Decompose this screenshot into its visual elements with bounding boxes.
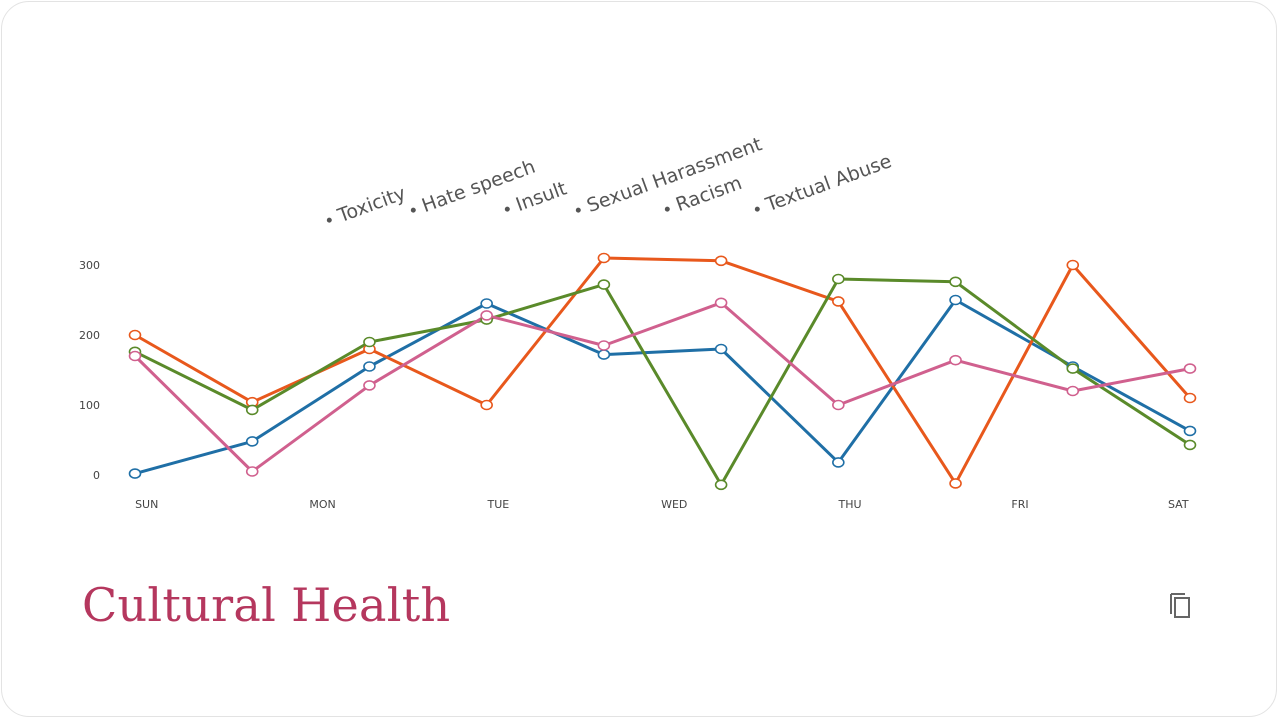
series-line-0 [133, 298, 1192, 476]
data-point[interactable] [714, 479, 728, 491]
x-axis: SUN MON TUE WED THU FRI SAT [135, 498, 1189, 511]
data-point[interactable] [1183, 392, 1197, 404]
copy-icon [1170, 593, 1190, 618]
data-point[interactable] [128, 350, 142, 362]
data-point[interactable] [363, 336, 376, 348]
copy-button[interactable] [1164, 588, 1198, 622]
x-tick-label: THU [838, 498, 862, 511]
data-point[interactable] [1183, 439, 1197, 451]
data-point[interactable] [480, 399, 493, 411]
data-point[interactable] [1183, 363, 1197, 374]
data-point[interactable] [1066, 259, 1080, 271]
data-point[interactable] [245, 404, 259, 416]
x-tick-label: SAT [1168, 498, 1189, 511]
data-point[interactable] [597, 252, 611, 264]
series-line-3 [133, 301, 1192, 473]
y-axis: 0 100 200 300 [79, 259, 100, 482]
data-point[interactable] [363, 380, 376, 391]
data-point[interactable] [480, 298, 493, 309]
data-point[interactable] [245, 436, 259, 447]
legend-label: Toxicity [334, 182, 409, 227]
legend-item[interactable]: Toxicity [323, 182, 409, 231]
data-point[interactable] [832, 399, 845, 411]
y-tick-label: 0 [93, 469, 100, 482]
data-point[interactable] [832, 457, 845, 468]
data-point[interactable] [1066, 363, 1080, 374]
x-tick-label: SUN [135, 498, 158, 511]
data-point[interactable] [714, 297, 728, 309]
data-point[interactable] [480, 310, 493, 321]
data-point[interactable] [832, 296, 845, 307]
x-tick-label: MON [309, 498, 335, 511]
legend-bullet [326, 217, 332, 223]
data-point[interactable] [597, 349, 611, 360]
legend-item[interactable]: Textual Abuse [751, 150, 895, 220]
data-point[interactable] [1066, 385, 1080, 397]
series-points [128, 252, 1197, 491]
x-tick-label: WED [661, 498, 687, 511]
legend-bullet [575, 207, 581, 213]
legend-bullet [504, 206, 510, 212]
series-lines [133, 256, 1192, 487]
y-tick-label: 300 [79, 259, 100, 272]
data-point[interactable] [597, 279, 611, 290]
legend-bullet [410, 207, 416, 213]
data-point[interactable] [949, 294, 962, 306]
data-point[interactable] [128, 468, 142, 479]
y-tick-label: 200 [79, 329, 100, 342]
card-title: Cultural Health [82, 578, 451, 632]
data-point[interactable] [597, 340, 611, 351]
data-point[interactable] [714, 343, 728, 355]
legend-label: Textual Abuse [762, 150, 895, 216]
data-point[interactable] [714, 255, 728, 267]
data-point[interactable] [949, 354, 962, 366]
legend-bullet [754, 206, 760, 212]
data-point[interactable] [1183, 425, 1197, 437]
data-point[interactable] [128, 329, 142, 341]
data-point[interactable] [949, 478, 962, 489]
data-point[interactable] [245, 466, 259, 477]
series-line-1 [133, 256, 1192, 485]
x-tick-label: FRI [1011, 498, 1028, 511]
data-point[interactable] [363, 361, 376, 372]
data-point[interactable] [832, 273, 845, 285]
series-line-2 [133, 277, 1192, 487]
legend-label: Insult [513, 177, 570, 216]
legend-bullet [664, 206, 670, 212]
y-tick-label: 100 [79, 399, 100, 412]
x-tick-label: TUE [487, 498, 510, 511]
data-point[interactable] [949, 276, 962, 288]
